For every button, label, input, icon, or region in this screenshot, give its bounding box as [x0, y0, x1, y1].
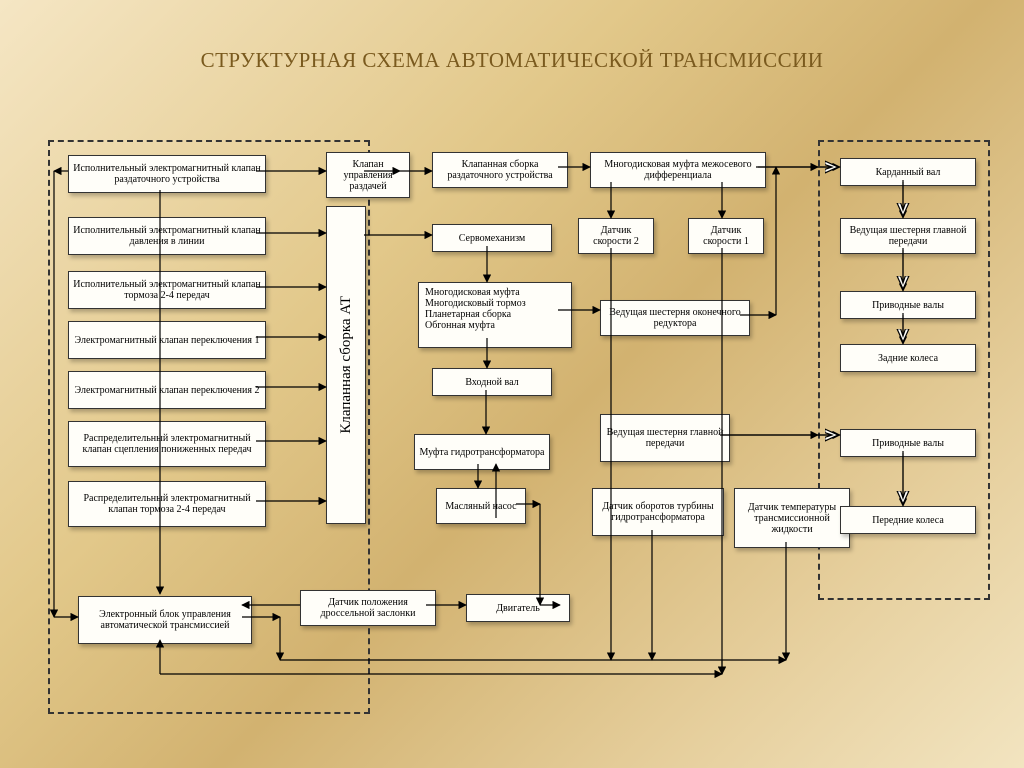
- n-speed1: Датчик скорости 1: [688, 218, 764, 254]
- n-planet: Многодисковая муфта Многодисковый тормоз…: [418, 282, 572, 348]
- n-turbine-rpm: Датчик оборотов турбины гидротрансформат…: [592, 488, 724, 536]
- n-drive-shafts2: Приводные валы: [840, 429, 976, 457]
- n-final-red: Ведущая шестерня оконечного редуктора: [600, 300, 750, 336]
- valve-assembly-at-label: Клапанная сборка АТ: [338, 296, 355, 434]
- n-servo: Сервомеханизм: [432, 224, 552, 252]
- n-valve-assy-razd: Клапанная сборка раздаточного устройства: [432, 152, 568, 188]
- n-main-gear1: Ведущая шестерня главной передачи: [840, 218, 976, 254]
- n-valve-shift2: Электромагнитный клапан переключения 2: [68, 371, 266, 409]
- n-valve-shift1: Электромагнитный клапан переключения 1: [68, 321, 266, 359]
- n-rear-wheels: Задние колеса: [840, 344, 976, 372]
- n-torque-clutch: Муфта гидротрансформатора: [414, 434, 550, 470]
- n-valve-brake24: Исполнительный электромагнитный клапан т…: [68, 271, 266, 309]
- n-cardan: Карданный вал: [840, 158, 976, 186]
- n-valve-pressure: Исполнительный электромагнитный клапан д…: [68, 217, 266, 255]
- n-engine: Двигатель: [466, 594, 570, 622]
- n-throttle: Датчик положения дроссельной заслонки: [300, 590, 436, 626]
- n-valve-razd: Исполнительный электромагнитный клапан р…: [68, 155, 266, 193]
- n-drive-shafts1: Приводные валы: [840, 291, 976, 319]
- n-main-gear2: Ведущая шестерня главной передачи: [600, 414, 730, 462]
- n-atf-temp: Датчик температуры трансмиссионной жидко…: [734, 488, 850, 548]
- n-speed2: Датчик скорости 2: [578, 218, 654, 254]
- n-input-shaft: Входной вал: [432, 368, 552, 396]
- n-oil-pump: Масляный насос: [436, 488, 526, 524]
- n-multi-diff: Многодисковая муфта межосевого дифференц…: [590, 152, 766, 188]
- n-valve-brake24-2: Распределительный электромагнитный клапа…: [68, 481, 266, 527]
- valve-assembly-at: Клапанная сборка АТ: [326, 206, 366, 524]
- n-ecu: Электронный блок управления автоматическ…: [78, 596, 252, 644]
- n-valve-ctrl: Клапан управления раздачей: [326, 152, 410, 198]
- diagram-title: СТРУКТУРНАЯ СХЕМА АВТОМАТИЧЕСКОЙ ТРАНСМИ…: [0, 48, 1024, 73]
- n-valve-clutch-low: Распределительный электромагнитный клапа…: [68, 421, 266, 467]
- n-front-wheels: Передние колеса: [840, 506, 976, 534]
